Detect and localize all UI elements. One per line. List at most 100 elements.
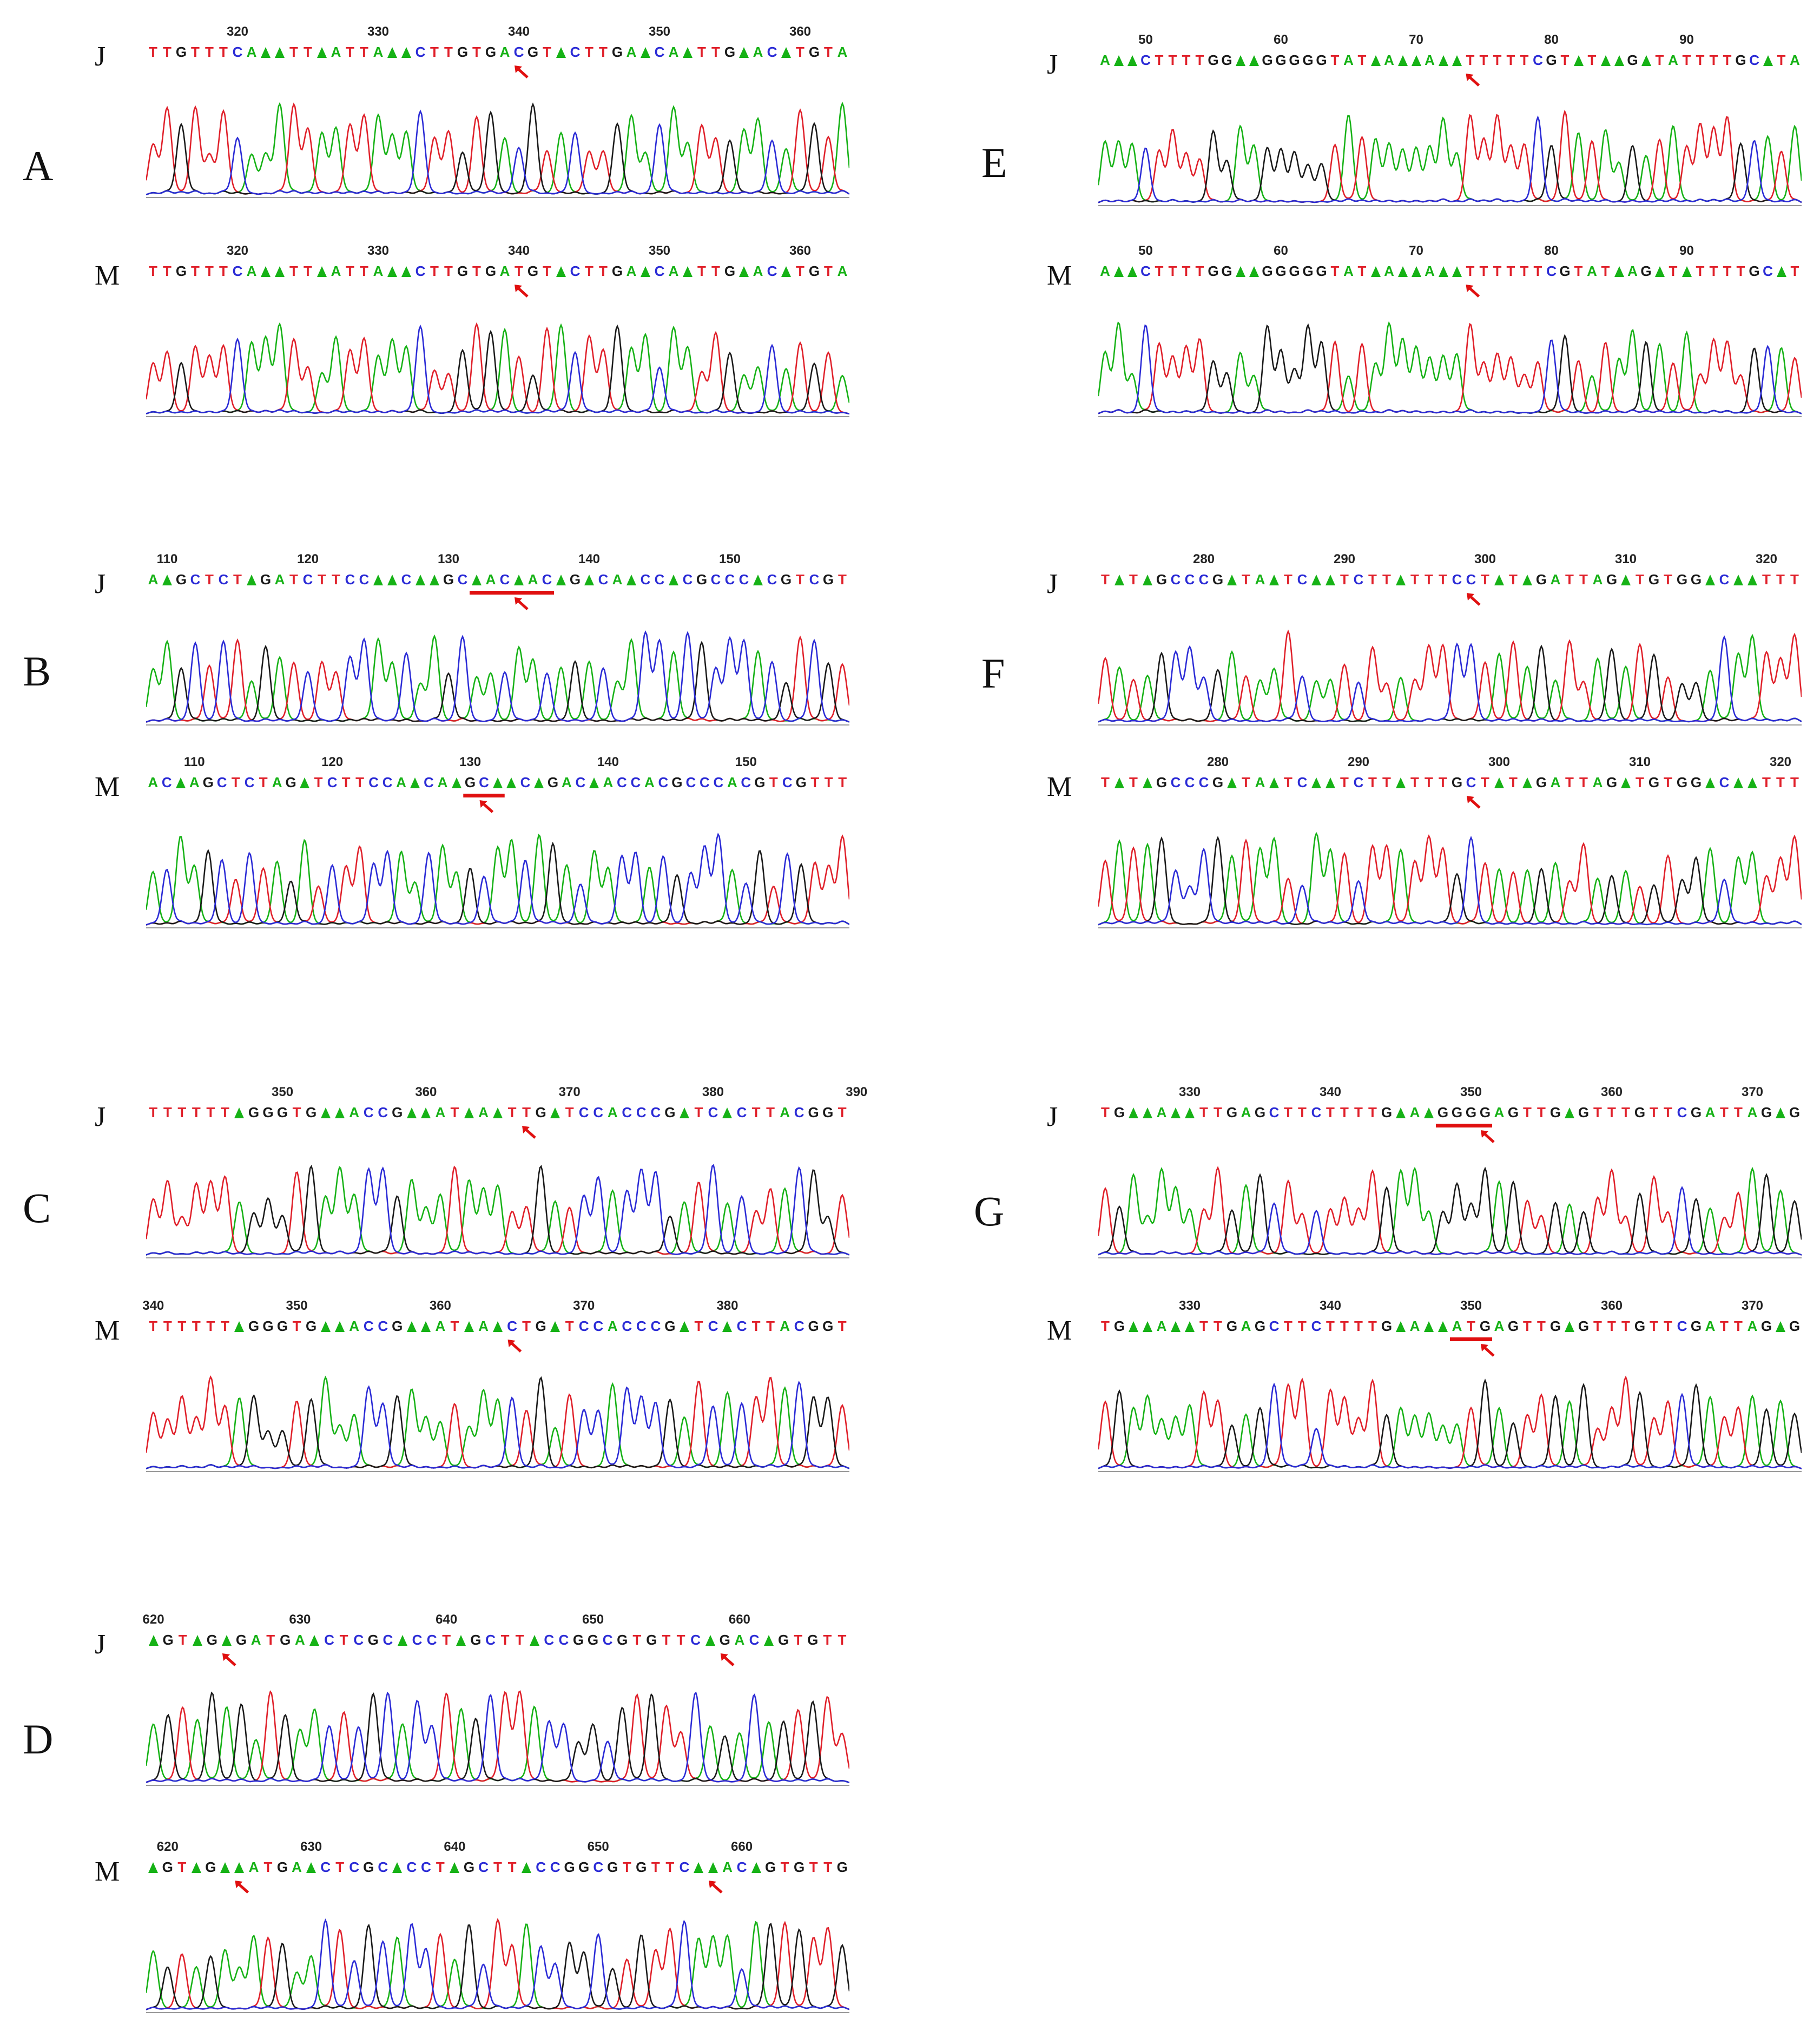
- base-call: [1424, 1104, 1434, 1118]
- base-call: [234, 1104, 245, 1118]
- base-call: A: [644, 774, 655, 790]
- base-a-triangle-icon: [506, 777, 517, 788]
- base-call: T: [1214, 1104, 1222, 1120]
- trace-a: [146, 833, 849, 925]
- base-call: A: [1550, 571, 1561, 588]
- trace-a: [146, 322, 849, 414]
- base-call: [421, 1318, 431, 1332]
- trace-t: [1098, 109, 1802, 203]
- track-label: J: [95, 1629, 106, 1660]
- base-call: G: [572, 1632, 584, 1648]
- panel-letter-e: E: [981, 139, 1007, 186]
- base-a-triangle-icon: [550, 1321, 560, 1332]
- base-call: G: [1535, 774, 1547, 790]
- base-call: [261, 263, 271, 277]
- position-tick: 50: [1138, 243, 1153, 258]
- base-call: G: [535, 1104, 546, 1120]
- base-call: [1113, 52, 1124, 66]
- base-call: C: [383, 1632, 393, 1648]
- base-call: T: [796, 571, 805, 588]
- base-call: C: [378, 1104, 388, 1120]
- base-call: [1185, 1104, 1195, 1118]
- base-call: T: [1650, 1318, 1658, 1334]
- base-call: C: [426, 1632, 437, 1648]
- base-call: G: [1549, 1104, 1561, 1120]
- base-a-triangle-icon: [1438, 55, 1448, 66]
- base-call: [1115, 774, 1124, 788]
- base-call: G: [470, 1632, 482, 1648]
- base-call: [753, 571, 763, 585]
- base-call: C: [636, 1318, 647, 1334]
- base-call: A: [1747, 1104, 1758, 1120]
- base-call: C: [708, 1104, 718, 1120]
- base-call: T: [838, 1318, 847, 1334]
- position-tick: 290: [1347, 755, 1370, 769]
- base-call: T: [1734, 1318, 1743, 1334]
- base-a-triangle-icon: [1143, 1321, 1152, 1332]
- base-call: T: [1242, 774, 1250, 790]
- base-call: [694, 1859, 704, 1873]
- base-call: A: [478, 1318, 489, 1334]
- base-call: [641, 263, 650, 277]
- position-tick: 150: [735, 755, 757, 769]
- base-call: T: [1368, 1318, 1377, 1334]
- track-label: J: [1047, 1102, 1058, 1132]
- track-a-m: M 320 330 340 350 360 T T G T T T C A T T A T T A C T T G T G A T G T…: [95, 243, 849, 422]
- base-a-triangle-icon: [148, 1862, 159, 1873]
- base-call: G: [276, 1318, 288, 1334]
- base-call: A: [1409, 1318, 1420, 1334]
- base-call: C: [320, 1859, 331, 1875]
- base-call: T: [1368, 1104, 1377, 1120]
- base-call: [1424, 1318, 1434, 1332]
- base-a-triangle-icon: [387, 47, 397, 58]
- base-call: C: [302, 571, 313, 588]
- mutation-marks: [235, 1881, 723, 1894]
- base-call: A: [148, 774, 159, 790]
- base-call: T: [1493, 263, 1502, 279]
- base-a-triangle-icon: [1748, 575, 1757, 585]
- track-label: M: [1047, 1315, 1072, 1346]
- base-call: T: [1284, 1104, 1293, 1120]
- base-a-triangle-icon: [430, 575, 439, 585]
- base-call: G: [724, 263, 736, 279]
- base-a-triangle-icon: [1127, 266, 1137, 277]
- base-call: A: [274, 571, 285, 588]
- position-tick: 330: [367, 243, 390, 258]
- base-call: C: [636, 1104, 647, 1120]
- trace-g: [1098, 1166, 1802, 1256]
- position-tick: 660: [730, 1839, 753, 1854]
- base-call: G: [262, 1104, 274, 1120]
- base-call: C: [570, 44, 581, 60]
- base-call: C: [767, 44, 777, 60]
- base-a-triangle-icon: [1396, 1321, 1406, 1332]
- base-a-triangle-icon: [464, 1107, 474, 1118]
- base-call: [1522, 774, 1532, 788]
- base-call: [410, 774, 420, 788]
- base-call: C: [654, 571, 665, 588]
- base-call: G: [1549, 1318, 1561, 1334]
- base-a-triangle-icon: [627, 575, 636, 585]
- chromatogram-trace: [146, 101, 849, 198]
- base-a-triangle-icon: [397, 1635, 407, 1646]
- base-call: T: [177, 1104, 187, 1120]
- base-call: [148, 1632, 159, 1646]
- base-call: C: [324, 1632, 334, 1648]
- base-call: G: [611, 263, 623, 279]
- base-call: C: [724, 571, 735, 588]
- base-call: A: [668, 263, 679, 279]
- base-call: A: [435, 1318, 446, 1334]
- base-call: [275, 263, 285, 277]
- base-call: [1235, 263, 1245, 277]
- base-call: G: [664, 1104, 676, 1120]
- trace-g: [1098, 1379, 1802, 1469]
- base-call: T: [163, 1318, 172, 1334]
- track-d-m: M 620 630 640 650 660 G T G A T G A C T C G C C C T G C T T C C G G C…: [95, 1839, 849, 2018]
- base-call: A: [626, 44, 637, 60]
- base-call: [1127, 52, 1137, 66]
- base-call: T: [1720, 1318, 1729, 1334]
- base-a-triangle-icon: [683, 47, 693, 58]
- base-a-triangle-icon: [751, 1862, 761, 1873]
- base-call: [683, 263, 693, 277]
- position-tick: 660: [728, 1612, 750, 1627]
